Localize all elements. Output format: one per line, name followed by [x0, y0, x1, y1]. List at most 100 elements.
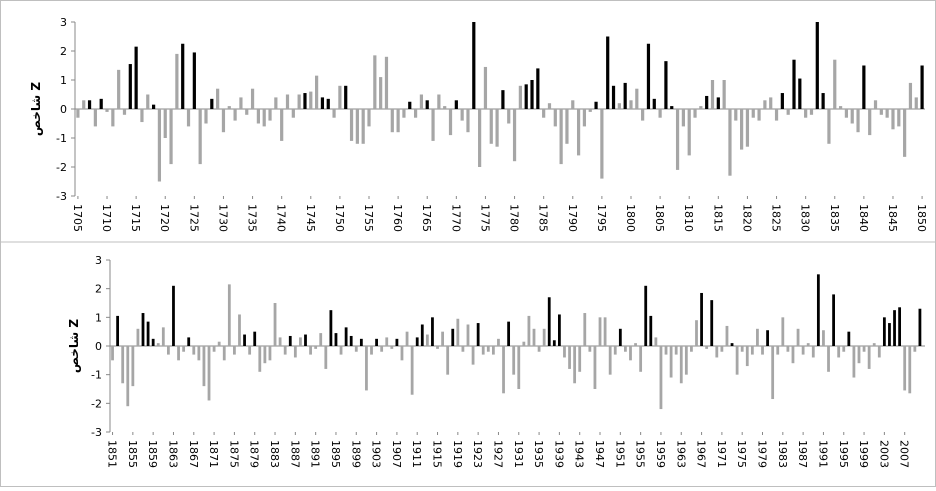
bar — [725, 325, 729, 346]
bar — [243, 334, 246, 346]
bar — [116, 315, 120, 346]
x-tick-label: 1735 — [246, 204, 259, 232]
bar — [151, 104, 156, 109]
bar — [177, 346, 180, 361]
bar — [844, 109, 849, 118]
bar — [710, 300, 714, 346]
bar — [565, 109, 569, 144]
bar — [517, 346, 521, 389]
bar — [720, 346, 724, 352]
bar — [745, 346, 749, 367]
bar — [405, 331, 409, 346]
bar — [258, 346, 262, 372]
bar — [175, 53, 179, 109]
bar — [283, 346, 287, 355]
bar — [547, 297, 551, 346]
bar — [571, 100, 575, 109]
bar — [664, 61, 668, 109]
bar — [542, 328, 546, 346]
bar — [532, 328, 536, 346]
bar — [608, 346, 612, 375]
bar — [822, 330, 825, 346]
bar — [588, 346, 592, 352]
bar — [385, 337, 389, 346]
bar — [285, 94, 290, 109]
bar — [400, 346, 404, 361]
bar — [716, 97, 720, 109]
bar — [390, 109, 394, 133]
bar — [502, 346, 505, 394]
bar — [850, 109, 854, 124]
bar — [867, 346, 871, 369]
bar — [618, 328, 622, 346]
bar — [456, 318, 460, 346]
bar — [324, 346, 328, 369]
y-tick-label: 3 — [95, 254, 102, 267]
bar — [734, 109, 738, 121]
bar — [146, 94, 150, 109]
bar — [221, 109, 226, 133]
bar — [582, 109, 587, 127]
bar — [914, 97, 918, 109]
bar — [495, 109, 499, 147]
bar — [888, 323, 891, 346]
bar — [87, 100, 92, 109]
bar — [370, 346, 373, 355]
bar — [197, 346, 201, 361]
bar — [461, 346, 465, 352]
bar — [192, 346, 196, 355]
y-tick-label: 2 — [95, 283, 102, 296]
bar — [522, 341, 526, 346]
bar — [314, 346, 318, 349]
bar — [821, 93, 825, 109]
bar — [349, 335, 353, 346]
x-tick-label: 1951 — [613, 440, 626, 468]
bar — [239, 97, 243, 109]
bar — [354, 346, 358, 352]
x-tick-label: 1915 — [431, 440, 444, 468]
bar — [121, 346, 125, 384]
bar — [233, 109, 237, 121]
bar — [903, 109, 907, 157]
bar — [268, 346, 272, 361]
bar — [309, 91, 313, 109]
bar — [617, 103, 621, 109]
bar — [898, 307, 902, 346]
y-tick-label: 0 — [60, 103, 67, 116]
x-tick-label: 1815 — [711, 204, 724, 232]
bar — [367, 109, 371, 127]
x-tick-label: 1745 — [304, 204, 317, 232]
bar — [527, 315, 531, 346]
y-axis-label: شاخص Z — [29, 82, 43, 137]
x-tick-label: 1867 — [187, 440, 200, 468]
bar — [334, 333, 338, 346]
bar — [740, 346, 744, 352]
bar — [699, 106, 703, 109]
bar — [507, 321, 511, 346]
y-tick-label: 3 — [60, 16, 67, 29]
bar — [344, 327, 348, 346]
bar — [375, 338, 378, 346]
bar — [181, 43, 185, 109]
bar — [659, 346, 663, 410]
bar — [486, 346, 490, 352]
bar — [796, 328, 800, 346]
bar — [837, 346, 841, 358]
bar — [233, 346, 236, 355]
bar — [315, 75, 319, 109]
bar — [687, 109, 691, 156]
bar — [478, 109, 482, 167]
x-tick-label: 1840 — [857, 204, 870, 232]
x-tick-label: 1899 — [349, 440, 362, 468]
bar — [649, 315, 653, 346]
bar — [263, 346, 267, 364]
bar — [761, 346, 764, 355]
bar — [908, 82, 913, 109]
bar — [705, 95, 709, 109]
bar — [182, 346, 186, 352]
bar — [262, 109, 266, 127]
x-tick-label: 1830 — [799, 204, 812, 232]
bar — [781, 317, 785, 346]
bar — [552, 340, 556, 346]
